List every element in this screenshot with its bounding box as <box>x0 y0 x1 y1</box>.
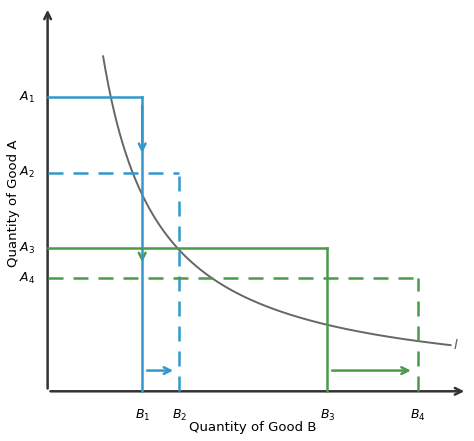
Text: $A_1$: $A_1$ <box>19 90 35 105</box>
Text: $B_4$: $B_4$ <box>410 408 426 423</box>
Text: $B_1$: $B_1$ <box>135 408 150 423</box>
Text: $A_3$: $A_3$ <box>19 240 35 256</box>
Text: $A_2$: $A_2$ <box>19 165 35 180</box>
Y-axis label: Quantity of Good A: Quantity of Good A <box>7 139 20 267</box>
Text: $A_4$: $A_4$ <box>19 271 35 286</box>
Text: I: I <box>454 338 458 352</box>
X-axis label: Quantity of Good B: Quantity of Good B <box>190 421 317 434</box>
Text: $B_2$: $B_2$ <box>172 408 187 423</box>
Text: $B_3$: $B_3$ <box>319 408 335 423</box>
